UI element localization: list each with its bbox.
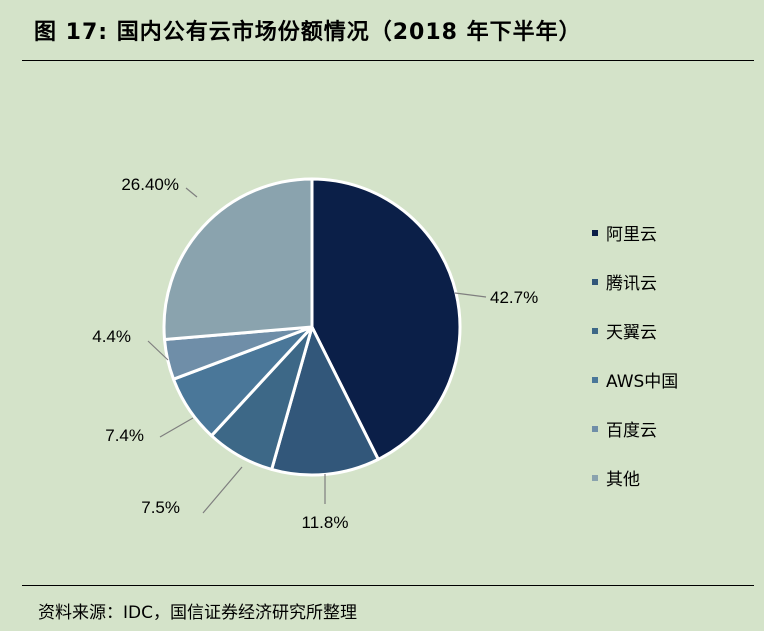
title-divider [22, 60, 754, 61]
pie-slice [270, 325, 380, 477]
pie-slice [162, 177, 314, 342]
legend-label: 腾讯云 [606, 274, 657, 294]
legend-label: 天翼云 [606, 323, 657, 343]
legend-swatch [592, 376, 598, 383]
legend-swatch [592, 229, 598, 236]
label-leader-lines [147, 187, 487, 514]
source-note: 资料来源：IDC，国信证券经济研究所整理 [38, 603, 357, 623]
leader-line [454, 292, 487, 298]
data-labels: 42.7% 11.8% 7.5% 7.4% 4.4% 26.40% [92, 175, 538, 532]
data-label: 4.4% [92, 327, 131, 346]
data-label: 11.8% [302, 513, 349, 532]
legend: 阿里云腾讯云天翼云 AWS中国百度云其他 [592, 208, 678, 502]
legend-item: 阿里云 [592, 208, 678, 257]
legend-label: 其他 [606, 470, 640, 490]
leader-line [147, 340, 169, 361]
legend-item: 其他 [592, 453, 678, 502]
legend-item: 天翼云 [592, 306, 678, 355]
data-label: 7.4% [105, 426, 144, 445]
leader-line [159, 417, 194, 438]
legend-item: 腾讯云 [592, 257, 678, 306]
chart-title: 图 17: 国内公有云市场份额情况（2018 年下半年） [34, 20, 582, 45]
source-divider [22, 585, 754, 586]
data-label: 7.5% [141, 498, 180, 517]
legend-swatch [592, 425, 598, 432]
pie-slices [162, 177, 462, 477]
legend-item: AWS中国 [592, 355, 678, 404]
legend-swatch [592, 278, 598, 285]
legend-label: 阿里云 [606, 225, 657, 245]
legend-swatch [592, 327, 598, 334]
data-label: 26.40% [121, 175, 179, 194]
legend-swatch [592, 474, 598, 481]
leader-line [202, 466, 243, 514]
legend-label: AWS中国 [606, 372, 679, 392]
legend-item: 百度云 [592, 404, 678, 453]
data-label: 42.7% [490, 288, 538, 307]
leader-line [185, 187, 198, 198]
legend-label: 百度云 [606, 421, 657, 441]
